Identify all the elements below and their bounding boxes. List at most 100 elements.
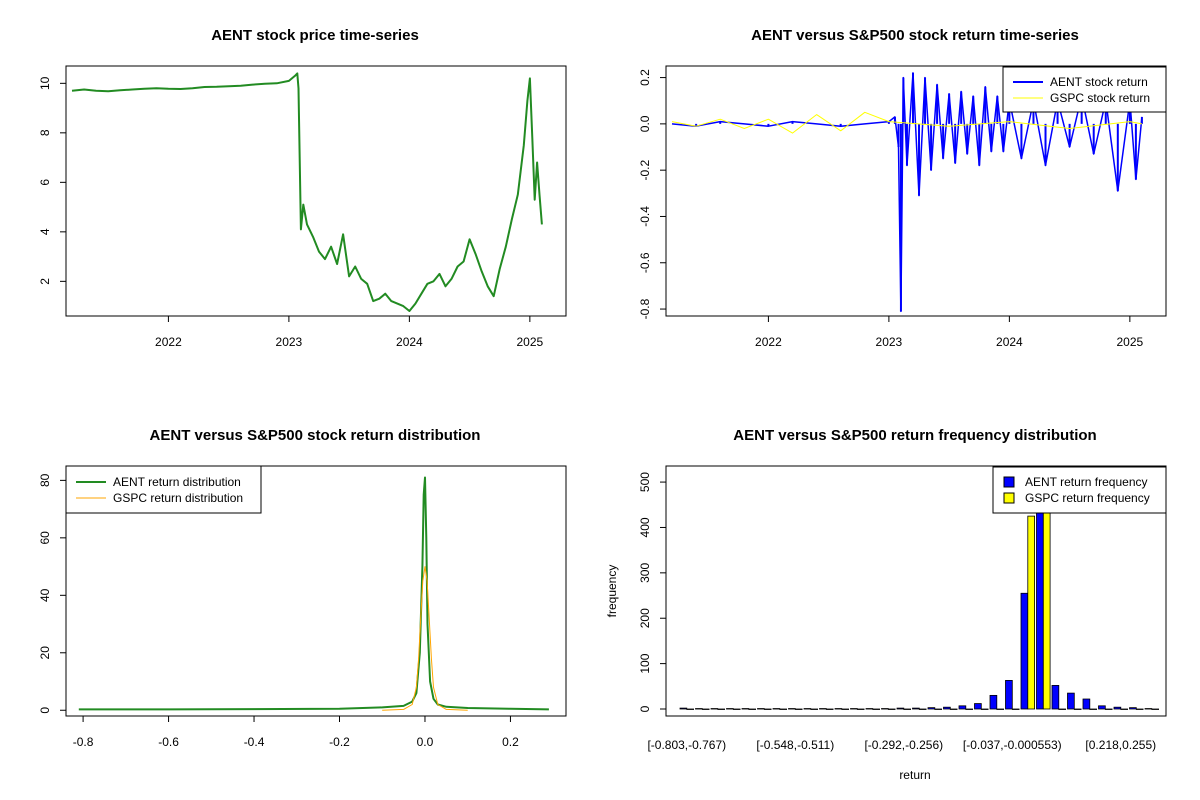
- price-plot-frame: [65, 65, 567, 317]
- aent-frequency-bar: [788, 708, 796, 710]
- density-y-tick-label: 0: [38, 707, 52, 714]
- frequency-x-tick-label: [0.218,0.255): [1085, 738, 1156, 752]
- gspc-frequency-bar: [841, 708, 849, 710]
- return-ts-x-tick-label: 2023: [876, 335, 903, 349]
- price-y-tick-label: 10: [38, 76, 52, 90]
- density-x-tick-label: -0.8: [73, 735, 94, 749]
- return-ts-y-tick-label: 0.0: [638, 115, 652, 132]
- legend-swatch-aent-frequency: [1003, 476, 1015, 488]
- aent-frequency-bar: [819, 708, 827, 710]
- aent-return-line: [671, 72, 1143, 313]
- legend-label-aent-density: AENT return distribution: [113, 475, 241, 489]
- density-axes: -0.8 -0.6 -0.4 -0.2 0.0 0.2 0 20 40 60 80: [38, 473, 519, 749]
- price-x-tick-label: 2024: [396, 335, 423, 349]
- legend-label-aent-return: AENT stock return: [1050, 75, 1148, 89]
- return-ts-x-tick-label: 2022: [755, 335, 782, 349]
- frequency-panel: AENT versus S&P500 return frequency dist…: [605, 427, 1167, 782]
- gspc-density-line: [382, 566, 468, 711]
- frequency-x-axis-label: return: [899, 768, 930, 782]
- gspc-frequency-bar: [1135, 708, 1144, 710]
- return-ts-y-tick-label: -0.6: [638, 252, 652, 273]
- price-x-tick-label: 2023: [276, 335, 303, 349]
- gspc-frequency-bar: [686, 708, 694, 710]
- aent-frequency-bar: [1020, 592, 1029, 710]
- aent-frequency-bar: [881, 708, 889, 710]
- frequency-y-axis-label: frequency: [605, 565, 619, 618]
- density-legend: AENT return distribution GSPC return dis…: [65, 465, 262, 514]
- legend-swatch-gspc-frequency: [1003, 492, 1015, 504]
- aent-frequency-bar: [896, 707, 905, 710]
- gspc-return-line: [671, 111, 1142, 134]
- frequency-x-tick-label: [-0.292,-0.256): [864, 738, 943, 752]
- density-y-tick-label: 40: [38, 588, 52, 602]
- frequency-x-tick-label: [-0.037,-0.000553): [963, 738, 1062, 752]
- price-y-tick-label: 6: [38, 179, 52, 186]
- density-x-tick-label: 0.2: [502, 735, 519, 749]
- gspc-frequency-bar: [794, 708, 803, 710]
- return-ts-legend-box: [1002, 66, 1167, 113]
- gspc-frequency-bar: [763, 708, 772, 710]
- frequency-x-tick-label: [-0.803,-0.767): [647, 738, 726, 752]
- aent-density-line: [78, 476, 549, 711]
- gspc-frequency-bar: [1120, 708, 1129, 710]
- density-x-tick-label: 0.0: [417, 735, 434, 749]
- gspc-frequency-bar: [1104, 708, 1113, 710]
- gspc-frequency-bar: [748, 708, 756, 710]
- density-chart-title: AENT versus S&P500 stock return distribu…: [150, 427, 481, 444]
- price-series-line: [71, 72, 543, 312]
- aent-frequency-bar: [695, 708, 703, 710]
- gspc-frequency-bar: [949, 708, 958, 710]
- gspc-frequency-bar: [996, 708, 1004, 710]
- gspc-frequency-bar: [887, 708, 896, 710]
- gspc-frequency-bar: [1151, 708, 1160, 710]
- frequency-legend: AENT return frequency GSPC return freque…: [992, 466, 1167, 514]
- aent-frequency-bar: [989, 694, 998, 710]
- gspc-frequency-bar: [732, 708, 741, 710]
- density-panel: AENT versus S&P500 stock return distribu…: [38, 427, 567, 749]
- gspc-frequency-bar: [701, 708, 710, 710]
- legend-label-gspc-return: GSPC stock return: [1050, 91, 1150, 105]
- gspc-frequency-bar: [918, 708, 927, 710]
- frequency-chart-title: AENT versus S&P500 return frequency dist…: [733, 427, 1096, 444]
- aent-frequency-bar: [912, 707, 920, 710]
- density-y-tick-label: 20: [38, 646, 52, 660]
- aent-frequency-bar: [1082, 698, 1091, 710]
- density-x-tick-label: -0.2: [329, 735, 350, 749]
- price-chart-title: AENT stock price time-series: [211, 27, 419, 44]
- gspc-frequency-bar: [934, 708, 942, 710]
- gspc-frequency-bar: [1073, 708, 1082, 710]
- density-marks: [78, 476, 549, 711]
- aent-frequency-bar: [850, 708, 858, 710]
- frequency-marks: [679, 472, 1160, 710]
- price-axes: 2022 2023 2024 2025 2 4 6 8 10: [38, 76, 543, 349]
- aent-frequency-bar: [803, 708, 812, 710]
- aent-frequency-bar: [865, 708, 874, 710]
- legend-label-aent-frequency: AENT return frequency: [1025, 475, 1148, 489]
- aent-frequency-bar: [679, 707, 688, 710]
- aent-frequency-bar: [1144, 708, 1153, 710]
- aent-frequency-bar: [1129, 707, 1137, 710]
- return-ts-legend: AENT stock return GSPC stock return: [1002, 66, 1167, 113]
- gspc-frequency-bar: [903, 708, 911, 710]
- density-legend-box: [65, 465, 262, 514]
- aent-frequency-bar: [834, 708, 843, 710]
- density-y-tick-label: 60: [38, 531, 52, 545]
- frequency-y-tick-label: 300: [638, 563, 652, 583]
- aent-frequency-bar: [757, 708, 765, 710]
- frequency-legend-box: [992, 466, 1167, 514]
- aent-frequency-bar: [974, 703, 982, 710]
- price-y-tick-label: 4: [38, 228, 52, 235]
- aent-frequency-bar: [1005, 680, 1013, 710]
- return-ts-marks: [671, 72, 1143, 313]
- density-x-tick-label: -0.4: [244, 735, 265, 749]
- gspc-frequency-bar: [1058, 708, 1067, 710]
- return-ts-x-tick-label: 2024: [996, 335, 1023, 349]
- return-ts-y-tick-label: 0.2: [638, 69, 652, 86]
- gspc-frequency-bar: [779, 708, 787, 710]
- aent-frequency-bar: [1051, 685, 1060, 710]
- legend-label-gspc-density: GSPC return distribution: [113, 491, 243, 505]
- return-ts-chart-title: AENT versus S&P500 stock return time-ser…: [751, 27, 1079, 44]
- gspc-frequency-bar: [825, 708, 834, 710]
- return-ts-x-tick-label: 2025: [1117, 335, 1144, 349]
